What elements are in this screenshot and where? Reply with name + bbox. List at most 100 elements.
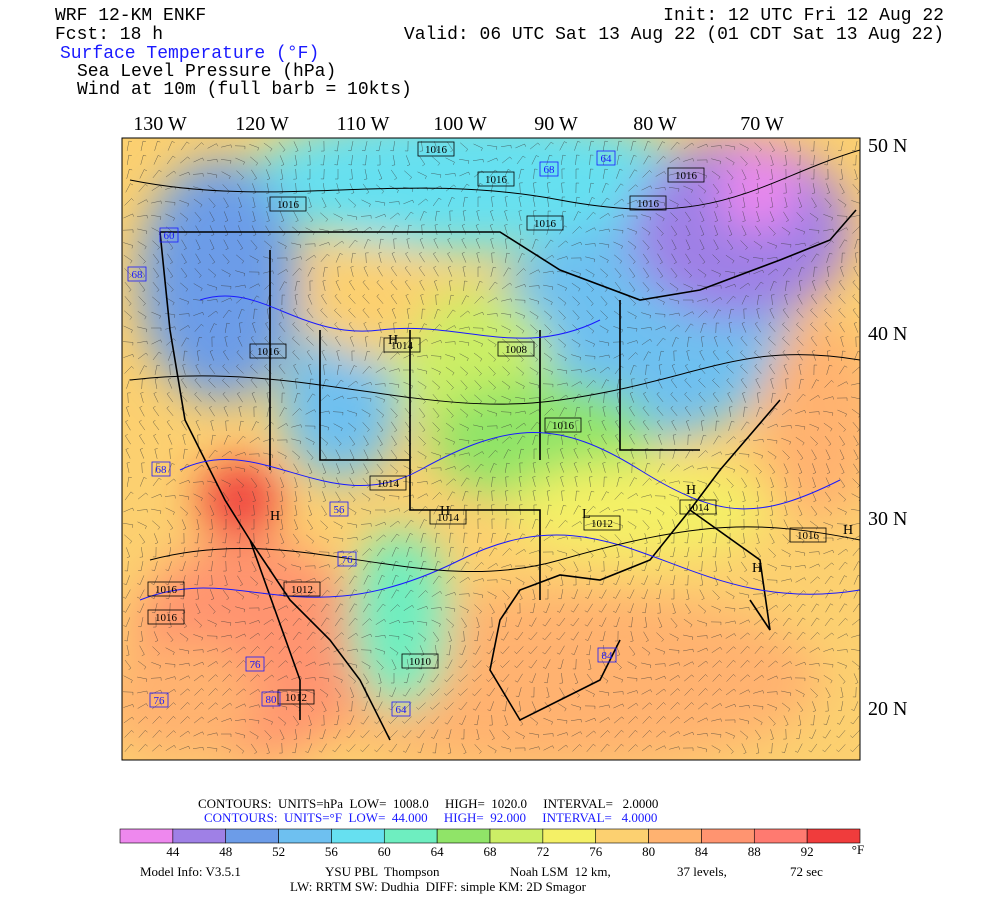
contour-label: 76 [154,695,166,707]
contour-label-box [369,475,407,491]
colorbar: 44 48 52 56 60 64 68 72 76 80 84 88 92 °F [119,828,864,859]
longitude-label: 110 W [337,113,390,135]
contour-label: 1014 [377,478,400,490]
contour-label-box [597,647,617,663]
model-info: 72 sec [790,864,823,879]
longitude-label: 100 W [433,113,487,135]
pressure-center: H [843,523,853,538]
colorbar-swatch [436,828,491,844]
contour-label-box [391,701,411,717]
colorbar-swatch [648,828,702,844]
longitude-label: 120 W [235,113,289,135]
model-info: LW: RRTM SW: Dudhia DIFF: simple KM: 2D … [290,879,587,894]
colorbar-label: 76 [589,844,603,859]
latitude-label: 30 N [868,508,907,530]
contour-label: 1016 [552,420,575,432]
contour-label-box [245,656,265,672]
contour-label: 1016 [155,584,178,596]
contour-label: 76 [250,659,262,671]
colorbar-swatch [278,828,332,844]
colorbar-label: 92 [801,844,814,859]
contour-label: 80 [266,694,278,706]
contour-label-box [147,581,185,597]
contour-label-box [526,215,564,231]
contour-label: 68 [156,464,168,476]
contour-label: 1016 [257,346,280,358]
wind-barb-field [122,140,860,755]
contour-label-box [544,417,582,433]
contour-label-box [269,196,307,212]
contour-label-box [329,501,349,517]
valid-time: Valid: 06 UTC Sat 13 Aug 22 (01 CDT Sat … [404,25,944,45]
colorbar-swatch [383,828,438,844]
contour-label-box [249,343,287,359]
contour-label: 1014 [687,502,710,514]
pressure-contour-info: CONTOURS: UNITS=hPa LOW= 1008.0 HIGH= 10… [198,796,658,811]
field-name: Wind at 10m (full barb = 10kts) [77,80,412,100]
field-name: Surface Temperature (°F) [60,44,319,64]
map: 1016 1016 1016 1016 1016 1016 1014 1014 1016 1016… [122,138,860,760]
colorbar-label: 68 [484,844,497,859]
contour-label-box [667,167,705,183]
contour-label-box [151,461,171,477]
contour-label: 1008 [505,344,528,356]
field-name: Sea Level Pressure (hPa) [77,62,336,82]
colorbar-swatch [172,828,227,844]
colorbar-swatch [119,828,174,844]
temperature-field [122,138,860,760]
colorbar-label: 56 [325,844,339,859]
colorbar-swatch [806,828,861,844]
colorbar-label: 88 [748,844,761,859]
contour-label: 1014 [437,512,460,524]
colorbar-swatch [542,828,597,844]
init-time: Init: 12 UTC Fri 12 Aug 22 [663,6,944,26]
contour-label-box [127,266,147,282]
contour-label-box [283,581,321,597]
contour-label: 1016 [534,218,557,230]
contour-label: 64 [396,704,408,716]
contour-label: 84 [602,650,614,662]
pressure-center: H [686,483,696,498]
contour-label-box [497,341,535,357]
contour-label-box [583,515,621,531]
latitude-label: 50 N [868,135,907,157]
contour-label: 1016 [637,198,660,210]
colorbar-label: 72 [536,844,549,859]
contour-label-box [159,227,179,243]
colorbar-label: 64 [431,844,445,859]
contour-label-box [417,141,455,157]
colorbar-label: 84 [695,844,709,859]
colorbar-swatch [225,828,279,844]
colorbar-swatch [331,828,385,844]
model-info: Noah LSM 12 km, [510,864,611,879]
longitude-label: 130 W [133,113,187,135]
model-title: WRF 12-KM ENKF [55,6,206,26]
colorbar-swatch [489,828,544,844]
pressure-center: H [388,333,398,348]
colorbar-swatch [753,828,808,844]
contour-label: 68 [544,164,556,176]
contour-label: 1012 [291,584,313,596]
temperature-contour-info: CONTOURS: UNITS=°F LOW= 44.000 HIGH= 92.… [204,810,657,825]
boundaries [159,209,857,741]
contour-label-box [477,171,515,187]
contour-label: 76 [342,554,354,566]
contour-label-box [679,499,717,515]
contour-label: 1016 [155,612,178,624]
contour-label: 56 [334,504,346,516]
longitude-label: 80 W [633,113,677,135]
latitude-label: 20 N [868,698,907,720]
contour-label: 1016 [797,530,820,542]
footer: Model Info: V3.5.1 YSU PBL Thompson Noah L… [140,864,823,894]
latitude-label: 40 N [868,323,907,345]
colorbar-swatch [701,828,755,844]
pressure-center: H [752,561,762,576]
contour-label-box [337,551,357,567]
longitude-label: 70 W [740,113,784,135]
contour-label-box [383,337,421,353]
contour-label-box [629,195,667,211]
colorbar-label: 44 [166,844,180,859]
map-labels: 1016 1016 1016 1016 1016 1016 1014 1014 1016 1016… [127,141,853,717]
map-frame [121,137,861,761]
